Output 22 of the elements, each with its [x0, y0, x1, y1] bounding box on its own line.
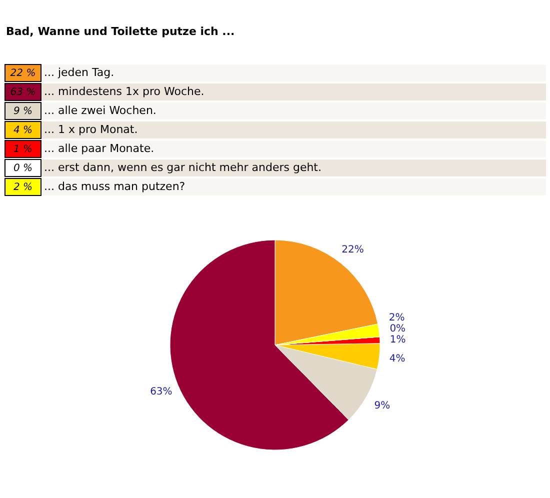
legend-label: ... alle zwei Wochen.: [44, 104, 156, 117]
legend-label: ... jeden Tag.: [44, 66, 114, 79]
data-label: 2%: [388, 312, 405, 324]
chart-title: Bad, Wanne und Toilette putze ich ...: [6, 25, 235, 38]
text: 1 %: [13, 144, 33, 155]
text: 2 %: [13, 182, 33, 193]
text: 0%: [390, 323, 406, 334]
data-label: 4%: [389, 353, 406, 364]
data-label: 22%: [342, 244, 364, 256]
data-label: 1%: [390, 334, 406, 346]
text: 0 %: [13, 163, 33, 174]
legend-label: ... 1 x pro Monat.: [44, 123, 138, 136]
legend-label: ... das muss man putzen?: [44, 180, 186, 193]
data-label: 9%: [374, 400, 390, 412]
legend-label: ... mindestens 1x pro Woche.: [44, 85, 204, 98]
legend-label: ... erst dann, wenn es gar nicht mehr anders geht.: [44, 161, 322, 174]
legend-label: ... alle paar Monate.: [44, 142, 154, 155]
text: 63 %: [10, 87, 36, 98]
text: 4 %: [13, 125, 33, 136]
text: 22 %: [10, 68, 36, 79]
data-label: 63%: [150, 386, 172, 398]
text: 9 %: [13, 106, 33, 117]
